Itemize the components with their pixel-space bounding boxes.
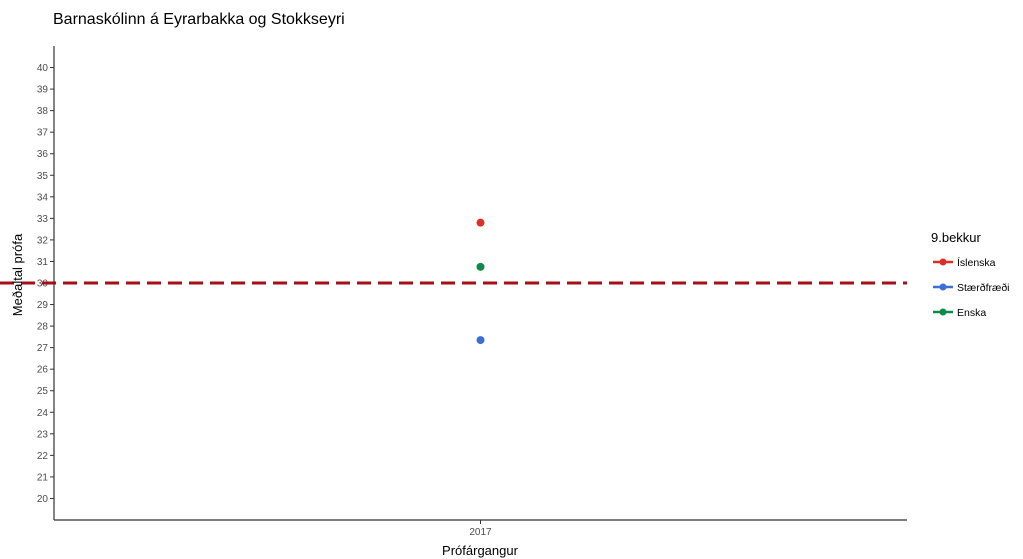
legend-label: Stærðfræði (957, 282, 1010, 294)
chart-title: Barnaskólinn á Eyrarbakka og Stokkseyri (53, 11, 345, 28)
y-tick-label: 36 (37, 149, 49, 160)
x-axis-title: Prófárgangur (442, 543, 519, 558)
legend-key-point (939, 283, 947, 291)
y-tick-label: 25 (37, 386, 49, 397)
legend-label: Íslenska (957, 256, 996, 269)
legend-key-point (939, 258, 947, 266)
data-point-stærðfræði (476, 336, 485, 345)
y-tick-label: 24 (37, 408, 49, 419)
data-point-íslenska (476, 218, 485, 227)
y-tick-label: 28 (37, 322, 49, 333)
y-tick-label: 21 (37, 472, 49, 483)
y-tick-label: 38 (37, 106, 49, 117)
y-tick-label: 27 (37, 343, 49, 354)
y-tick-label: 32 (37, 235, 49, 246)
y-tick-label: 37 (37, 128, 49, 139)
y-tick-label: 23 (37, 429, 49, 440)
y-axis-title: Meðaltal prófa (10, 233, 25, 316)
legend-label: Enska (957, 307, 986, 319)
y-tick-label: 31 (37, 257, 49, 268)
legend-title: 9.bekkur (931, 230, 982, 245)
x-ticks: 2017 (469, 520, 492, 538)
y-tick-label: 34 (37, 192, 49, 203)
y-tick-label: 35 (37, 171, 49, 182)
y-tick-label: 33 (37, 214, 49, 225)
y-tick-label: 39 (37, 85, 49, 96)
y-tick-label: 29 (37, 300, 49, 311)
y-tick-label: 22 (37, 451, 49, 462)
legend-key-point (939, 308, 947, 316)
data-points (476, 218, 485, 345)
y-tick-label: 40 (37, 63, 49, 74)
y-tick-label: 20 (37, 494, 49, 505)
x-tick-label: 2017 (469, 527, 492, 538)
legend: 9.bekkur Íslenska Stærðfræði Enska (931, 230, 1010, 319)
y-tick-label: 26 (37, 365, 49, 376)
data-point-enska (476, 262, 485, 271)
